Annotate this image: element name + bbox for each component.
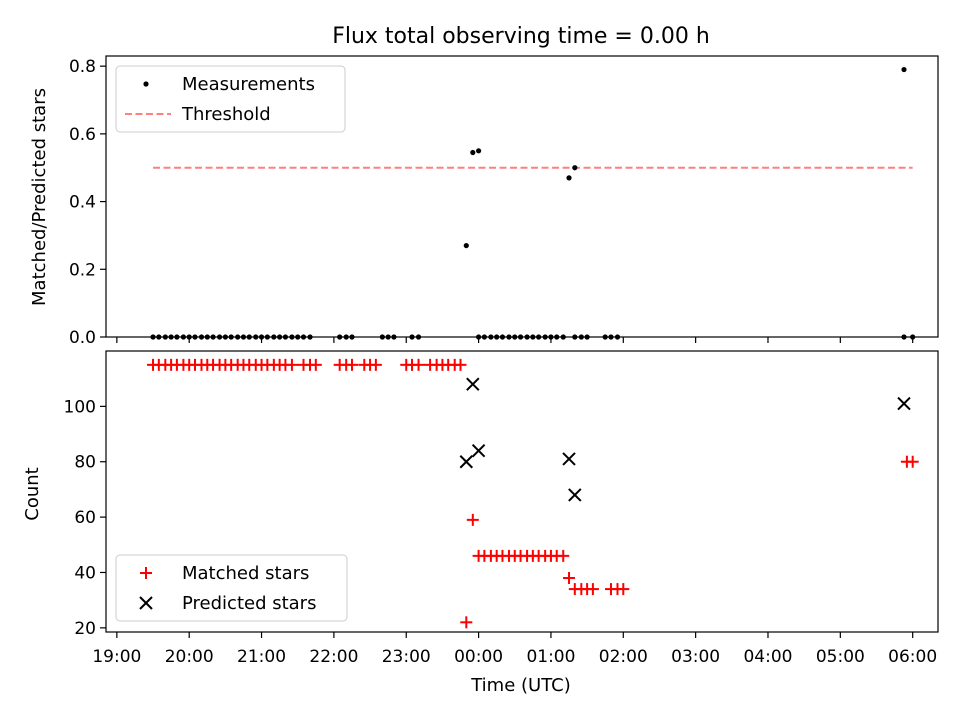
- x-tick-label: 23:00: [382, 647, 431, 667]
- matched-star-point: [309, 358, 322, 371]
- y-tick-label: 0.8: [69, 57, 96, 77]
- top-legend-measurements-marker: [143, 81, 149, 87]
- bottom-plot-area: [147, 358, 919, 629]
- predicted-star-point: [562, 452, 576, 466]
- measurement-point: [572, 165, 578, 171]
- measurement-point: [901, 66, 907, 73]
- x-tick-label: 04:00: [743, 647, 792, 667]
- x-tick-label: 02:00: [599, 647, 648, 667]
- matched-star-point: [285, 358, 298, 371]
- predicted-star-point: [897, 396, 911, 411]
- matched-star-point: [617, 583, 630, 596]
- bottom-x-axis-label: Time (UTC): [470, 675, 571, 696]
- panel-bottom-counts: Count Time (UTC) 20 40 60 80 100 19:00 20:00 2…: [22, 350, 939, 696]
- top-legend-threshold-label: Threshold: [181, 104, 271, 125]
- bottom-legend-predicted-marker: [139, 596, 153, 610]
- y-tick-label: 0.2: [69, 260, 96, 280]
- x-tick-label: 20:00: [165, 647, 214, 667]
- top-y-axis-label: Matched/Predicted stars: [29, 88, 50, 306]
- measurement-point: [566, 175, 572, 181]
- y-tick-label: 0.4: [69, 193, 96, 213]
- bottom-axes-frame: [105, 350, 939, 633]
- x-tick-label: 05:00: [816, 647, 865, 667]
- measurement-point: [463, 242, 469, 249]
- top-legend-measurements-label: Measurements: [182, 74, 315, 95]
- x-tick-label: 22:00: [309, 647, 358, 667]
- y-tick-label: 40: [74, 563, 96, 583]
- matched-star-point: [460, 616, 473, 629]
- x-tick-label: 01:00: [526, 647, 575, 667]
- bottom-legend: Matched stars Predicted stars: [115, 554, 348, 622]
- panel-top-ratio: Matched/Predicted stars 0.00.20.40.60.8 …: [29, 55, 939, 348]
- bottom-y-ticks: 20 40 60 80 100: [64, 397, 106, 639]
- matched-star-point: [906, 455, 919, 468]
- bottom-legend-matched-label: Matched stars: [182, 563, 309, 584]
- matched-star-point: [557, 549, 570, 562]
- measurement-point: [470, 149, 476, 156]
- predicted-star-point: [466, 377, 480, 391]
- predicted-star-point: [568, 488, 582, 502]
- matched-star-point: [563, 572, 576, 585]
- measurement-point: [475, 148, 482, 154]
- bottom-legend-predicted-label: Predicted stars: [182, 593, 316, 614]
- top-axes-frame: [105, 55, 939, 338]
- bottom-x-ticks: 19:00 20:00 21:00 22:00 23:00 00:00 01:00 02:00…: [92, 632, 937, 667]
- y-tick-label: 100: [64, 397, 96, 417]
- matched-star-point: [454, 358, 467, 371]
- matched-star-point: [466, 513, 479, 526]
- x-tick-label: 21:00: [237, 647, 286, 667]
- matched-star-point: [345, 358, 358, 371]
- x-tick-label: 03:00: [671, 647, 720, 667]
- top-y-ticks: 0.0 0.2 0.4 0.6 0.8: [69, 57, 106, 348]
- predicted-star-point: [471, 443, 486, 458]
- y-tick-label: 20: [74, 619, 96, 639]
- x-tick-label: 19:00: [92, 647, 141, 667]
- y-tick-label: 80: [74, 453, 96, 473]
- figure-title: Flux total observing time = 0.00 h: [332, 24, 710, 49]
- bottom-legend-box: [115, 554, 348, 622]
- bottom-y-axis-label: Count: [22, 467, 43, 520]
- y-tick-label: 0.0: [69, 328, 96, 348]
- predicted-star-point: [459, 455, 473, 469]
- y-tick-label: 60: [74, 508, 96, 528]
- matched-star-point: [586, 583, 599, 596]
- x-tick-label: 00:00: [454, 647, 503, 667]
- top-legend: Measurements Threshold: [115, 65, 346, 133]
- y-tick-label: 0.6: [69, 125, 96, 145]
- x-tick-label: 06:00: [888, 647, 937, 667]
- bottom-legend-matched-marker: [140, 567, 152, 579]
- matched-star-point: [369, 358, 382, 371]
- top-legend-box: [115, 65, 346, 133]
- matched-star-point: [412, 358, 425, 371]
